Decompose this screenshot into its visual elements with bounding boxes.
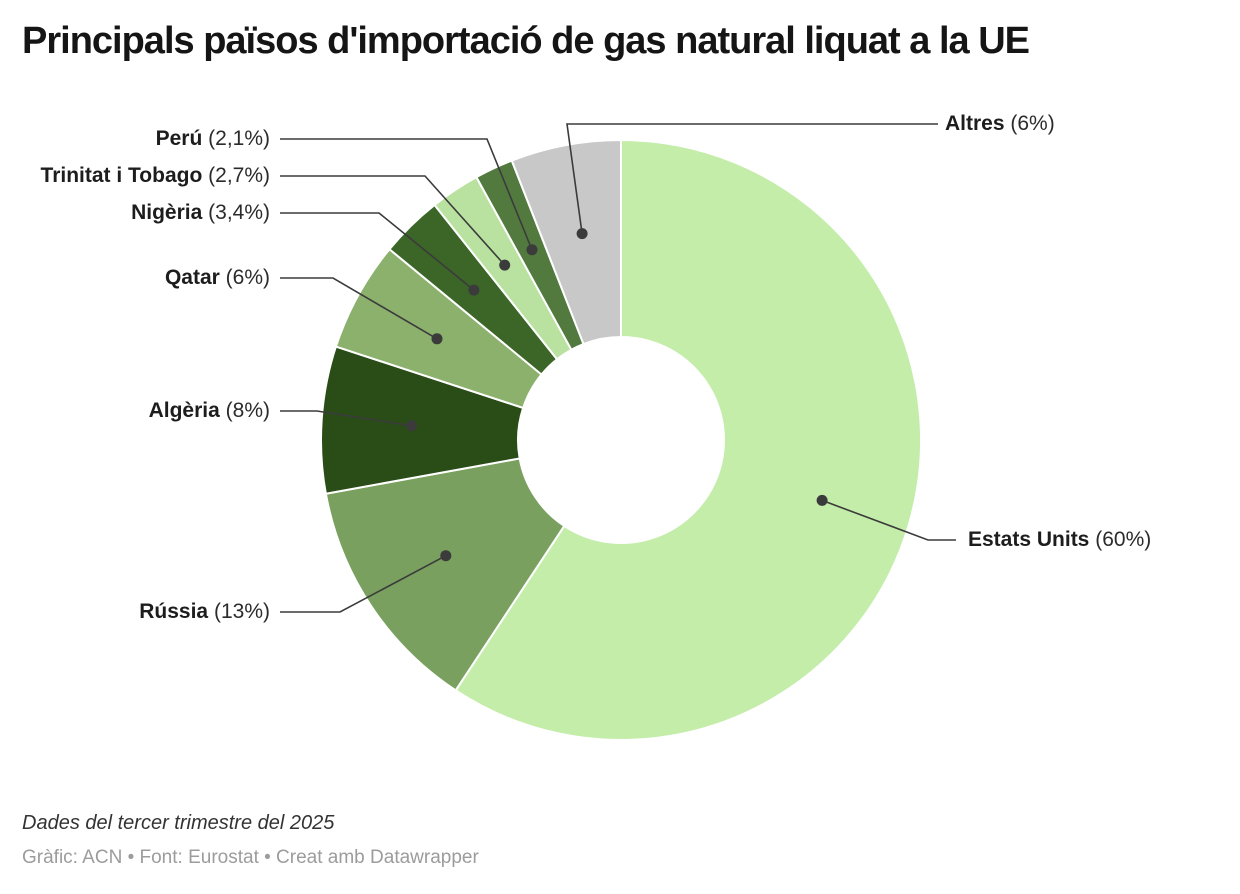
label-peru-pct: (2,1%) [208, 127, 270, 150]
label-trinitat-i-tobago-pct: (2,7%) [208, 164, 270, 187]
label-russia: Rússia (13%) [139, 599, 270, 625]
leader-dot-nigeria [468, 284, 480, 296]
label-qatar-pct: (6%) [225, 266, 270, 289]
label-altres-pct: (6%) [1010, 112, 1055, 135]
leader-dot-algeria [406, 420, 417, 432]
label-russia-pct: (13%) [213, 600, 270, 623]
leader-line-trinitat-i-tobago [280, 175, 506, 266]
label-qatar-name: Qatar [164, 266, 220, 289]
leader-dot-qatar [431, 333, 443, 345]
label-nigeria-pct: (3,4%) [208, 201, 270, 224]
chart-title: Principals països d'importació de gas na… [22, 20, 1030, 62]
leader-dot-trinitat-i-tobago [499, 259, 511, 271]
footer-byline: Gràfic: ACN • Font: Eurostat • Creat amb… [22, 847, 479, 868]
leader-line-nigeria [280, 212, 475, 291]
label-russia-name: Rússia [139, 600, 209, 623]
label-peru-name: Perú [155, 127, 203, 150]
label-algeria-name: Algèria [148, 399, 220, 422]
label-algeria: Algèria (8%) [149, 398, 270, 424]
label-peru: Perú (2,1%) [156, 126, 270, 152]
label-estats-units-pct: (60%) [1095, 528, 1152, 551]
slice-estats-units[interactable] [454, 139, 923, 741]
leader-dot-altres [576, 228, 588, 240]
label-qatar: Qatar (6%) [165, 265, 270, 291]
label-nigeria: Nigèria (3,4%) [131, 200, 270, 226]
slice-russia[interactable] [324, 457, 566, 692]
leader-dot-estats-units [816, 494, 828, 506]
label-algeria-pct: (8%) [225, 399, 270, 422]
leader-dot-peru [526, 244, 538, 256]
label-trinitat-i-tobago-name: Trinitat i Tobago [40, 164, 203, 187]
label-altres-name: Altres [945, 112, 1005, 135]
leader-dot-russia [440, 550, 452, 562]
leader-line-russia [280, 554, 447, 613]
leader-line-qatar [280, 277, 438, 340]
label-estats-units: Estats Units (60%) [968, 527, 1151, 553]
leader-line-estats-units [821, 499, 956, 541]
label-altres: Altres (6%) [945, 111, 1055, 137]
footer-note: Dades del tercer trimestre del 2025 [22, 812, 335, 834]
label-trinitat-i-tobago: Trinitat i Tobago (2,7%) [41, 163, 270, 189]
leader-line-altres [566, 123, 938, 234]
leader-line-peru [280, 138, 533, 251]
label-estats-units-name: Estats Units [968, 528, 1090, 551]
slice-altres[interactable] [510, 139, 622, 346]
leader-line-algeria [280, 410, 412, 427]
label-nigeria-name: Nigèria [131, 201, 203, 224]
